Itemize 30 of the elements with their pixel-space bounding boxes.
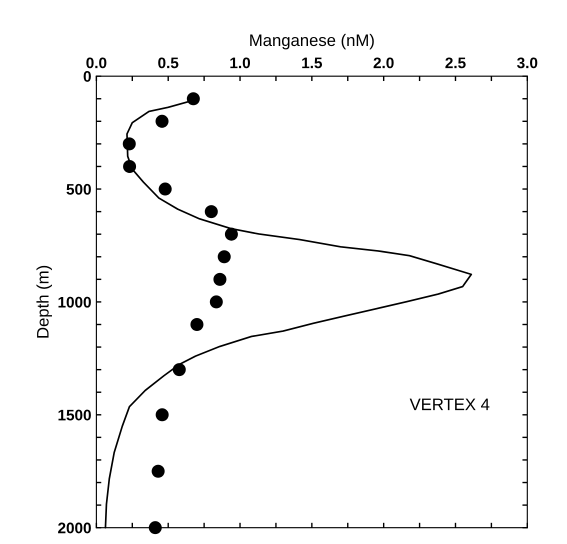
point bbox=[204, 205, 218, 218]
point bbox=[156, 114, 169, 128]
point bbox=[123, 160, 136, 173]
point bbox=[122, 137, 136, 150]
y-axis-title: Depth (m) bbox=[36, 266, 52, 338]
point bbox=[158, 182, 172, 196]
y-tick-label: 1500 bbox=[58, 410, 91, 420]
x-tick-label: 0.0 bbox=[86, 57, 106, 68]
point bbox=[213, 272, 226, 286]
point bbox=[218, 250, 231, 264]
point bbox=[210, 295, 223, 308]
x-tick-label: 2.5 bbox=[445, 57, 466, 68]
point bbox=[190, 318, 204, 331]
point bbox=[172, 363, 186, 376]
point bbox=[156, 408, 169, 422]
y-tick-label: 500 bbox=[66, 184, 91, 195]
annotation: VERTEX 4 bbox=[410, 398, 490, 410]
x-tick-label: 2.0 bbox=[374, 57, 394, 68]
x-tick-label: 1.0 bbox=[230, 57, 250, 68]
x-tick-label: 0.5 bbox=[158, 57, 178, 68]
y-tick-label: 2000 bbox=[58, 522, 91, 534]
y-tick-label: 1000 bbox=[58, 296, 91, 308]
x-tick-label: 3.0 bbox=[517, 57, 538, 68]
point bbox=[148, 521, 162, 534]
x-axis-title: Manganese (nM) bbox=[250, 34, 374, 50]
x-tick-label: 1.5 bbox=[302, 58, 322, 68]
point bbox=[186, 92, 200, 106]
point bbox=[224, 228, 238, 241]
y-tick-label: 0 bbox=[84, 71, 91, 82]
point bbox=[152, 464, 165, 478]
